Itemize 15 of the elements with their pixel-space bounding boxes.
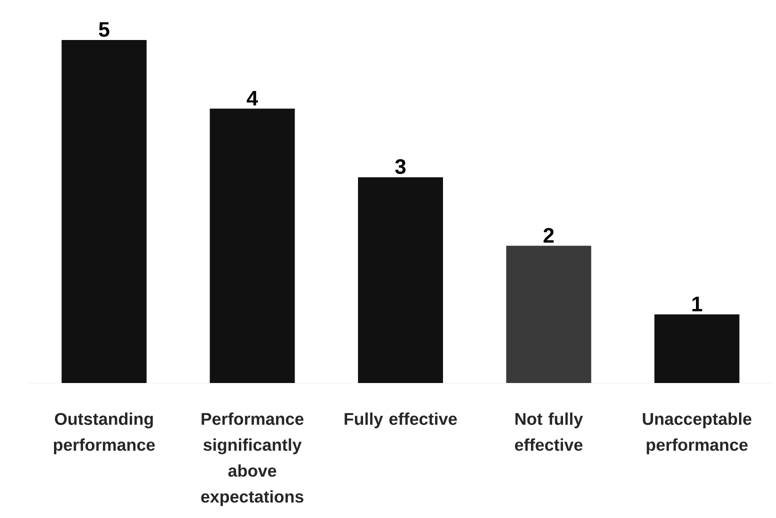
x-tick-label: Outstanding performance — [54, 412, 155, 454]
bar — [654, 314, 740, 383]
x-tick-label: Fully effective — [344, 412, 457, 428]
bar — [358, 177, 444, 383]
data-label: 1 — [692, 296, 702, 312]
x-tick-label: Unacceptable performance — [642, 412, 752, 454]
bar — [62, 40, 147, 383]
bar — [210, 108, 295, 383]
data-label: 4 — [246, 91, 258, 106]
x-tick-label: Not fully effective — [515, 412, 583, 451]
bar — [506, 246, 592, 383]
data-label: 2 — [544, 228, 554, 243]
data-label: 3 — [395, 159, 406, 174]
data-label: 5 — [98, 22, 110, 37]
x-tick-label: Performance significantly above expectations — [201, 412, 304, 506]
